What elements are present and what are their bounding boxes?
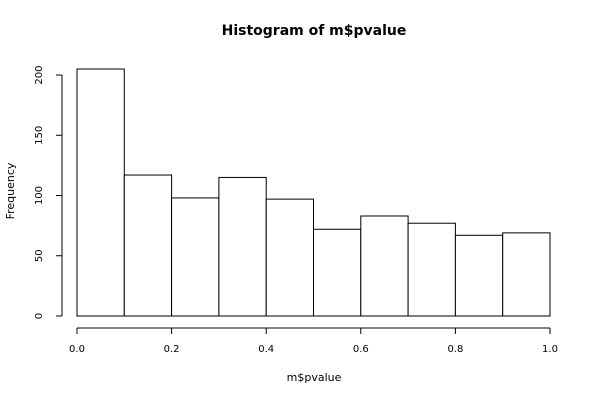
histogram-bar	[123, 174, 173, 317]
x-axis: 0.0 0.2 0.4 0.6 0.8 1.0	[69, 327, 558, 355]
x-tick-label: 0.6	[353, 344, 369, 355]
histogram-bar	[313, 228, 362, 317]
bars-group	[76, 68, 551, 317]
x-tick-label: 0.2	[164, 344, 180, 355]
histogram-bar	[454, 234, 504, 317]
y-tick-label: 50	[34, 249, 45, 262]
histogram-bar	[360, 215, 409, 317]
y-tick-label: 150	[34, 126, 45, 145]
histogram-bar	[407, 222, 456, 317]
y-tick-label: 200	[34, 65, 45, 84]
x-tick-label: 0.0	[69, 344, 85, 355]
x-tick-label: 0.8	[447, 344, 463, 355]
x-tick-label: 1.0	[542, 344, 558, 355]
y-tick-label: 0	[34, 313, 45, 319]
x-tick-label: 0.4	[258, 344, 274, 355]
histogram-bar	[502, 232, 551, 317]
y-tick-label: 100	[34, 186, 45, 205]
histogram-bar	[76, 68, 125, 317]
y-axis: 0 50 100 150 200	[34, 65, 63, 319]
histogram-bar	[171, 197, 220, 317]
y-axis-label: Frequency	[4, 162, 17, 219]
chart-title: Histogram of m$pvalue	[222, 23, 407, 39]
histogram-bar	[218, 176, 267, 317]
x-axis-label: m$pvalue	[287, 371, 342, 384]
histogram-bar	[265, 198, 315, 317]
